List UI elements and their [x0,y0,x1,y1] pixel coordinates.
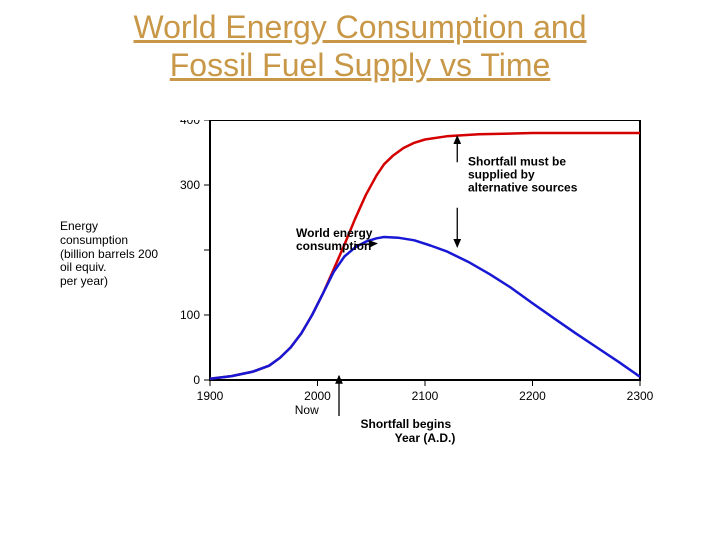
chart-title: World Energy Consumption and Fossil Fuel… [0,8,720,85]
xtick-label: 2300 [627,389,654,403]
world-energy-annotation: World energy [296,226,373,240]
xtick-label: 2100 [412,389,439,403]
ytick-label: 0 [193,373,200,387]
chart-svg: 0 100 300 400 1900 2000 2100 2200 2300 Shortfall … [60,120,660,500]
chart-area: 0 100 300 400 1900 2000 2100 2200 2300 Shortfall … [60,120,660,500]
plot-border [210,120,640,380]
y-axis-label: Energy consumption (billion barrels 200 … [60,220,170,289]
shortfall-annotation: Shortfall must be [468,155,566,169]
title-line-1: World Energy Consumption and [134,9,587,45]
world-energy-annotation: consumption [296,239,371,253]
shortfall-begins-annotation: Shortfall begins [361,417,452,431]
shortfall-annotation: supplied by [468,168,535,182]
ytick-label: 400 [180,120,200,127]
ytick-label: 300 [180,178,200,192]
shortfall-annotation: alternative sources [468,181,578,195]
xtick-label: 2000 [304,389,331,403]
title-line-2: Fossil Fuel Supply vs Time [170,47,551,83]
xtick-label: 2200 [519,389,546,403]
ytick-label: 100 [180,308,200,322]
xtick-label: 1900 [197,389,224,403]
x-axis-label: Year (A.D.) [395,431,456,445]
now-label: Now [295,403,319,417]
